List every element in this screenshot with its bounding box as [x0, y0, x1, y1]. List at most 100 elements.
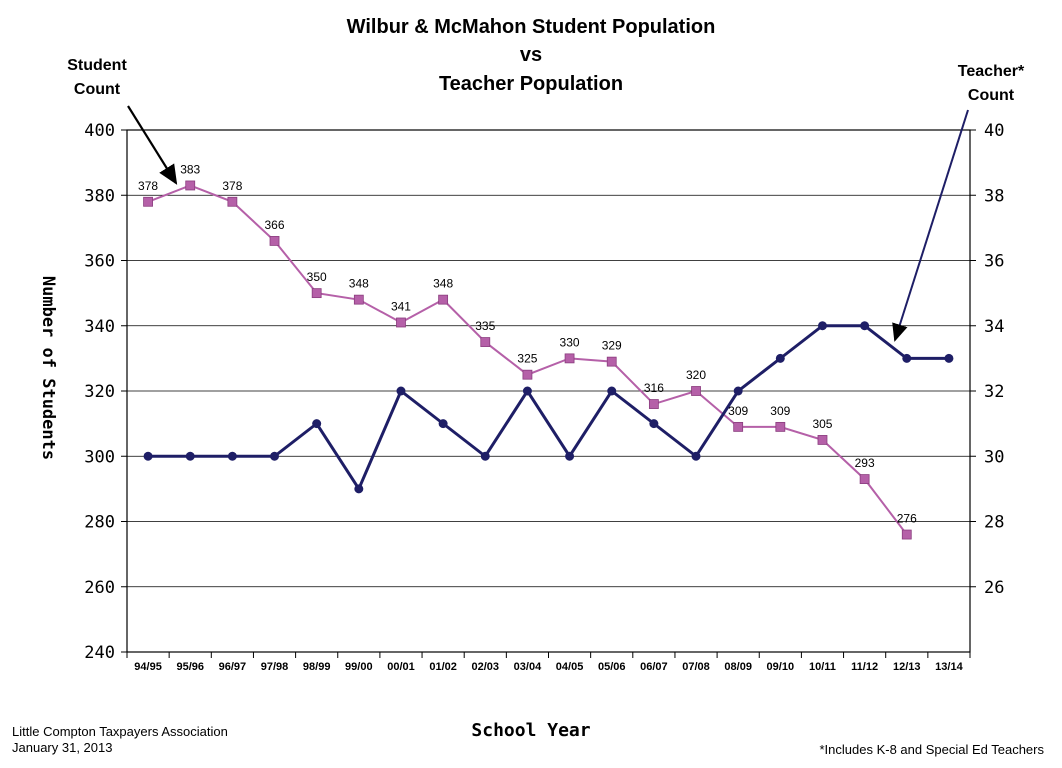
teacher-count-point	[227, 451, 237, 461]
y-tick-label: 380	[84, 186, 115, 206]
student-count-point	[353, 294, 364, 305]
chart-title-line-3: Teacher Population	[438, 73, 624, 95]
teacher-count-point	[733, 386, 743, 396]
y-tick-label: 360	[84, 252, 115, 272]
student-callout-line-2: Count	[73, 81, 121, 98]
y2-tick-label: 40	[984, 121, 1004, 141]
x-tick-label: 10/11	[809, 661, 836, 673]
y2-tick-label: 32	[984, 382, 1004, 402]
teacher-count-point	[565, 451, 575, 461]
student-callout-line-1: Student	[67, 57, 127, 74]
student-count-data-label: 305	[812, 417, 832, 431]
footer-note: *Includes K-8 and Special Ed Teachers	[819, 742, 1044, 757]
student-count-data-label: 316	[644, 381, 664, 395]
x-tick-label: 06/07	[640, 661, 668, 673]
teacher-count-point	[312, 419, 322, 429]
teacher-count-point	[354, 484, 364, 494]
teacher-count-point	[480, 451, 490, 461]
teacher-count-line	[148, 324, 949, 493]
x-tick-label: 12/13	[893, 661, 921, 673]
teacher-count-point	[396, 386, 406, 396]
y-tick-label: 320	[84, 382, 115, 402]
student-count-data-label: 348	[433, 277, 453, 291]
student-count-point	[311, 288, 322, 299]
y2-tick-label: 26	[984, 578, 1004, 598]
y2-tick-label: 36	[984, 252, 1004, 272]
student-count-point	[817, 435, 828, 445]
y2-tick-label: 28	[984, 513, 1004, 533]
student-count-data-label: 276	[897, 512, 917, 526]
x-tick-label: 96/97	[219, 661, 247, 673]
teacher-count-point	[649, 419, 659, 429]
student-count-data-label: 366	[265, 218, 285, 232]
y-axis-label: Number of Students	[38, 275, 58, 461]
x-tick-label: 94/95	[134, 661, 162, 673]
teacher-count-point	[438, 419, 448, 429]
student-count-data-label: 329	[602, 339, 622, 353]
x-tick-label: 13/14	[935, 661, 963, 673]
student-count-data-label: 378	[138, 179, 158, 193]
student-count-point	[564, 353, 575, 364]
student-count-point	[733, 421, 744, 432]
x-tick-label: 99/00	[345, 661, 373, 673]
teacher-count-point	[143, 451, 153, 461]
student-count-point	[185, 180, 196, 191]
teacher-count-point	[522, 386, 532, 396]
chart-title-line-1: Wilbur & McMahon Student Population	[346, 16, 716, 38]
x-tick-label: 95/96	[176, 661, 204, 673]
student-count-data-label: 378	[222, 179, 242, 193]
teacher-count-point	[270, 451, 280, 461]
student-count-point	[269, 236, 280, 246]
student-count-data-label: 383	[180, 162, 200, 176]
student-count-point	[606, 356, 617, 367]
student-count-point	[775, 421, 786, 432]
y2-tick-label: 38	[984, 186, 1004, 206]
student-count-point	[396, 317, 406, 328]
student-count-data-label: 335	[475, 319, 495, 333]
y-tick-label: 340	[84, 317, 115, 337]
student-count-point	[480, 337, 491, 347]
student-count-data-label: 309	[770, 404, 790, 418]
footer-date: January 31, 2013	[12, 740, 113, 755]
x-tick-label: 05/06	[598, 661, 626, 673]
student-count-data-label: 293	[855, 456, 875, 470]
student-count-data-label: 325	[517, 352, 537, 366]
x-axis-label: School Year	[471, 720, 591, 741]
x-tick-label: 07/08	[682, 661, 710, 673]
y2-tick-label: 30	[984, 447, 1004, 467]
student-count-point	[438, 294, 449, 305]
teacher-callout-line-2: Count	[967, 87, 1015, 104]
y-tick-label: 280	[84, 513, 115, 533]
teacher-count-point	[902, 353, 912, 363]
y-tick-label: 300	[84, 447, 115, 467]
student-count-callout: Student Count	[52, 54, 142, 102]
student-count-point	[143, 196, 153, 207]
teacher-count-point	[944, 353, 954, 363]
y-tick-label: 400	[84, 121, 115, 141]
x-tick-label: 02/03	[472, 661, 500, 673]
y2-tick-label: 34	[984, 317, 1004, 337]
student-count-point	[691, 386, 701, 396]
x-tick-label: 98/99	[303, 661, 331, 673]
chart-title-line-2: vs	[519, 44, 543, 66]
student-count-data-label: 309	[728, 404, 748, 418]
teacher-count-point	[817, 321, 827, 331]
x-tick-label: 03/04	[514, 661, 542, 673]
teacher-count-callout: Teacher* Count	[946, 60, 1036, 108]
x-tick-label: 00/01	[387, 661, 415, 673]
student-callout-arrow	[127, 105, 178, 185]
student-count-point	[227, 196, 238, 207]
teacher-count-point	[691, 451, 701, 461]
teacher-count-point	[775, 353, 785, 363]
x-tick-label: 11/12	[851, 661, 878, 673]
student-count-point	[901, 529, 912, 540]
x-tick-label: 97/98	[261, 661, 289, 673]
x-tick-label: 08/09	[724, 661, 752, 673]
x-tick-label: 01/02	[429, 661, 457, 673]
x-tick-label: 09/10	[767, 661, 795, 673]
student-count-point	[859, 474, 870, 484]
student-count-data-label: 348	[349, 277, 369, 291]
y-tick-label: 240	[84, 643, 115, 663]
y-tick-label: 260	[84, 578, 115, 598]
